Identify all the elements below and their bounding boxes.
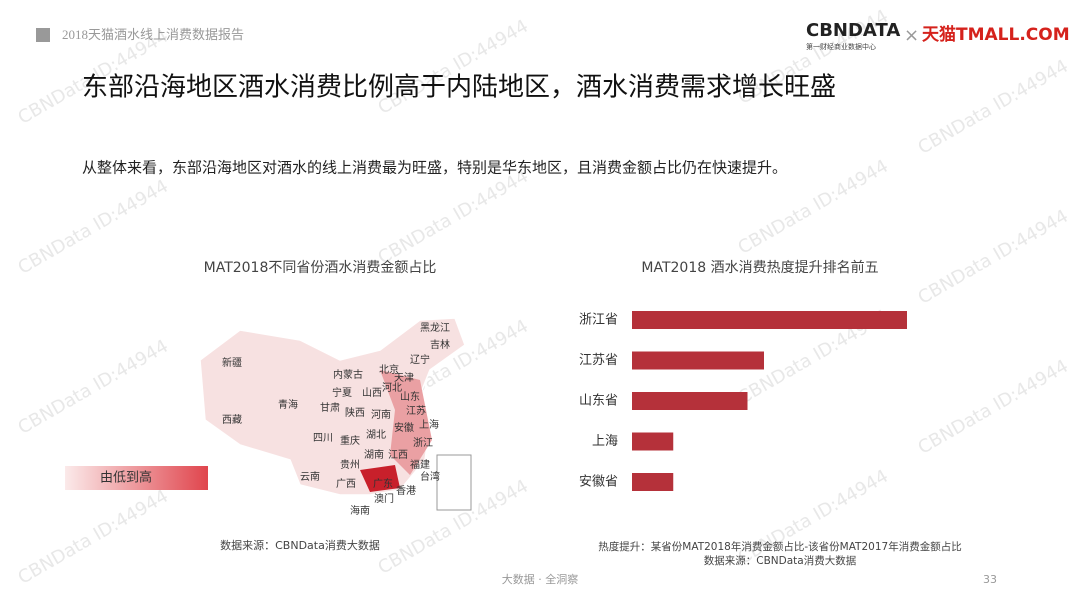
category-label: 江苏省 bbox=[579, 352, 618, 368]
map-title: MAT2018不同省份酒水消费金额占比 bbox=[204, 260, 437, 276]
province-label: 北京 bbox=[379, 363, 399, 376]
watermark: CBNData ID:44944 bbox=[375, 16, 532, 119]
province-label: 安徽 bbox=[394, 421, 414, 434]
bar bbox=[632, 473, 674, 491]
category-label: 上海 bbox=[592, 434, 618, 449]
province-label: 福建 bbox=[410, 458, 430, 471]
bar bbox=[632, 351, 764, 370]
province-label: 广东 bbox=[373, 477, 393, 490]
logo: CBNDATA bbox=[806, 20, 900, 41]
watermark: CBNData ID:44944 bbox=[915, 206, 1072, 309]
province-label: 贵州 bbox=[340, 458, 360, 471]
province-label: 海南 bbox=[350, 504, 370, 517]
category-label: 山东省 bbox=[579, 394, 618, 409]
category-label: 安徽省 bbox=[579, 475, 618, 490]
category-label: 浙江省 bbox=[579, 313, 618, 328]
watermark: CBNData ID:44944 bbox=[15, 336, 172, 439]
legend-gradient bbox=[65, 466, 208, 490]
province-label: 重庆 bbox=[340, 434, 360, 447]
watermark: CBNData ID:44944 bbox=[15, 176, 172, 279]
times: × bbox=[904, 25, 919, 46]
chart-note: 热度提升：某省份MAT2018年消费金额占比-该省份MAT2017年消费金额占比 bbox=[598, 540, 961, 553]
bar bbox=[632, 392, 748, 410]
tagline: 大数据 · 全洞察 bbox=[502, 572, 579, 586]
summary: 从整体来看，东部沿海地区对酒水的线上消费最为旺盛，特别是华东地区，且消费金额占比… bbox=[82, 159, 787, 177]
watermark: CBNData ID:44944 bbox=[915, 356, 1072, 459]
province-label: 湖南 bbox=[364, 448, 384, 461]
province-label: 湖北 bbox=[366, 429, 386, 441]
logo-sub: 第一财经商业数据中心 bbox=[806, 42, 876, 51]
province-label: 西藏 bbox=[222, 414, 242, 426]
province-label: 甘肃 bbox=[320, 401, 340, 414]
headline: 东部沿海地区酒水消费比例高于内陆地区，酒水消费需求增长旺盛 bbox=[82, 73, 836, 103]
watermark: CBNData ID:44944 bbox=[915, 56, 1072, 159]
province-label: 上海 bbox=[419, 418, 439, 431]
map-guangdong bbox=[360, 465, 400, 492]
province-label: 内蒙古 bbox=[333, 368, 363, 381]
province-label: 河南 bbox=[371, 408, 391, 421]
bar bbox=[632, 432, 674, 451]
province-label: 吉林 bbox=[430, 338, 450, 351]
province-label: 浙江 bbox=[413, 437, 433, 449]
partner-logo: 天猫TMALL.COM bbox=[922, 24, 1070, 45]
watermark: CBNData ID:44944 bbox=[15, 486, 172, 589]
header-icon bbox=[36, 28, 50, 42]
watermark: CBNData ID:44944 bbox=[375, 166, 532, 269]
province-label: 宁夏 bbox=[332, 386, 352, 399]
province-label: 香港 bbox=[396, 485, 416, 497]
province-label: 天津 bbox=[394, 372, 414, 384]
province-label: 黑龙江 bbox=[420, 321, 450, 334]
report-name: 2018天猫酒水线上消费数据报告 bbox=[62, 27, 244, 42]
province-label: 云南 bbox=[300, 470, 320, 483]
chart-source: 数据来源：CBNData消费大数据 bbox=[704, 554, 857, 567]
watermark: CBNData ID:44944 bbox=[735, 466, 892, 569]
province-label: 陕西 bbox=[345, 406, 365, 419]
province-label: 江西 bbox=[388, 449, 408, 461]
legend-label: 由低到高 bbox=[100, 470, 152, 486]
bar bbox=[632, 311, 907, 329]
province-label: 辽宁 bbox=[410, 353, 430, 366]
province-label: 四川 bbox=[313, 433, 333, 444]
map-east bbox=[380, 370, 432, 475]
map-inset bbox=[436, 454, 472, 511]
page-number: 33 bbox=[983, 573, 997, 586]
province-label: 新疆 bbox=[222, 356, 242, 369]
province-label: 江苏 bbox=[406, 404, 426, 417]
province-label: 台湾 bbox=[420, 470, 440, 483]
province-label: 河北 bbox=[382, 382, 402, 394]
province-label: 山东 bbox=[400, 390, 420, 403]
province-label: 澳门 bbox=[374, 492, 394, 505]
map-source: 数据来源：CBNData消费大数据 bbox=[220, 538, 380, 552]
province-label: 广西 bbox=[336, 478, 356, 490]
province-label: 山西 bbox=[362, 387, 382, 399]
province-label: 青海 bbox=[278, 398, 298, 411]
chart-title: MAT2018 酒水消费热度提升排名前五 bbox=[641, 259, 878, 276]
